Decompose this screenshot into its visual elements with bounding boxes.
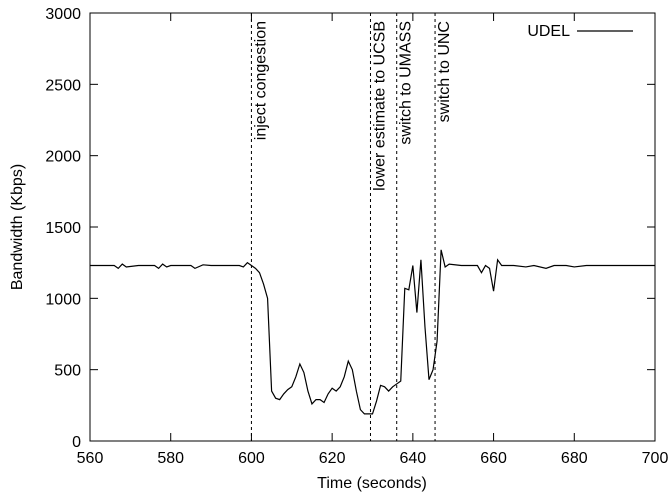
y-axis-label: Bandwidth (Kbps) xyxy=(9,164,26,290)
x-tick-label: 580 xyxy=(157,450,184,467)
x-tick-label: 700 xyxy=(642,450,669,467)
y-tick-label: 2500 xyxy=(45,77,81,94)
x-tick-label: 620 xyxy=(319,450,346,467)
x-tick-label: 680 xyxy=(561,450,588,467)
legend-label: UDEL xyxy=(527,23,570,40)
annotation-label: switch to UMASS xyxy=(398,21,415,145)
x-tick-label: 640 xyxy=(400,450,427,467)
x-tick-label: 660 xyxy=(480,450,507,467)
x-tick-label: 600 xyxy=(238,450,265,467)
x-tick-label: 560 xyxy=(77,450,104,467)
data-line xyxy=(90,249,655,415)
plot-frame xyxy=(89,12,656,442)
y-tick-label: 3000 xyxy=(45,6,81,23)
y-tick-label: 1000 xyxy=(45,291,81,308)
annotation-label: switch to UNC xyxy=(436,21,453,122)
y-tick-label: 1500 xyxy=(45,220,81,237)
annotation-label: lower estimate to UCSB xyxy=(371,21,388,191)
annotation-label: inject congestion xyxy=(252,21,269,140)
x-axis-label: Time (seconds) xyxy=(317,475,427,492)
y-tick-label: 2000 xyxy=(45,149,81,166)
y-tick-label: 0 xyxy=(72,434,81,451)
y-tick-label: 500 xyxy=(54,363,81,380)
